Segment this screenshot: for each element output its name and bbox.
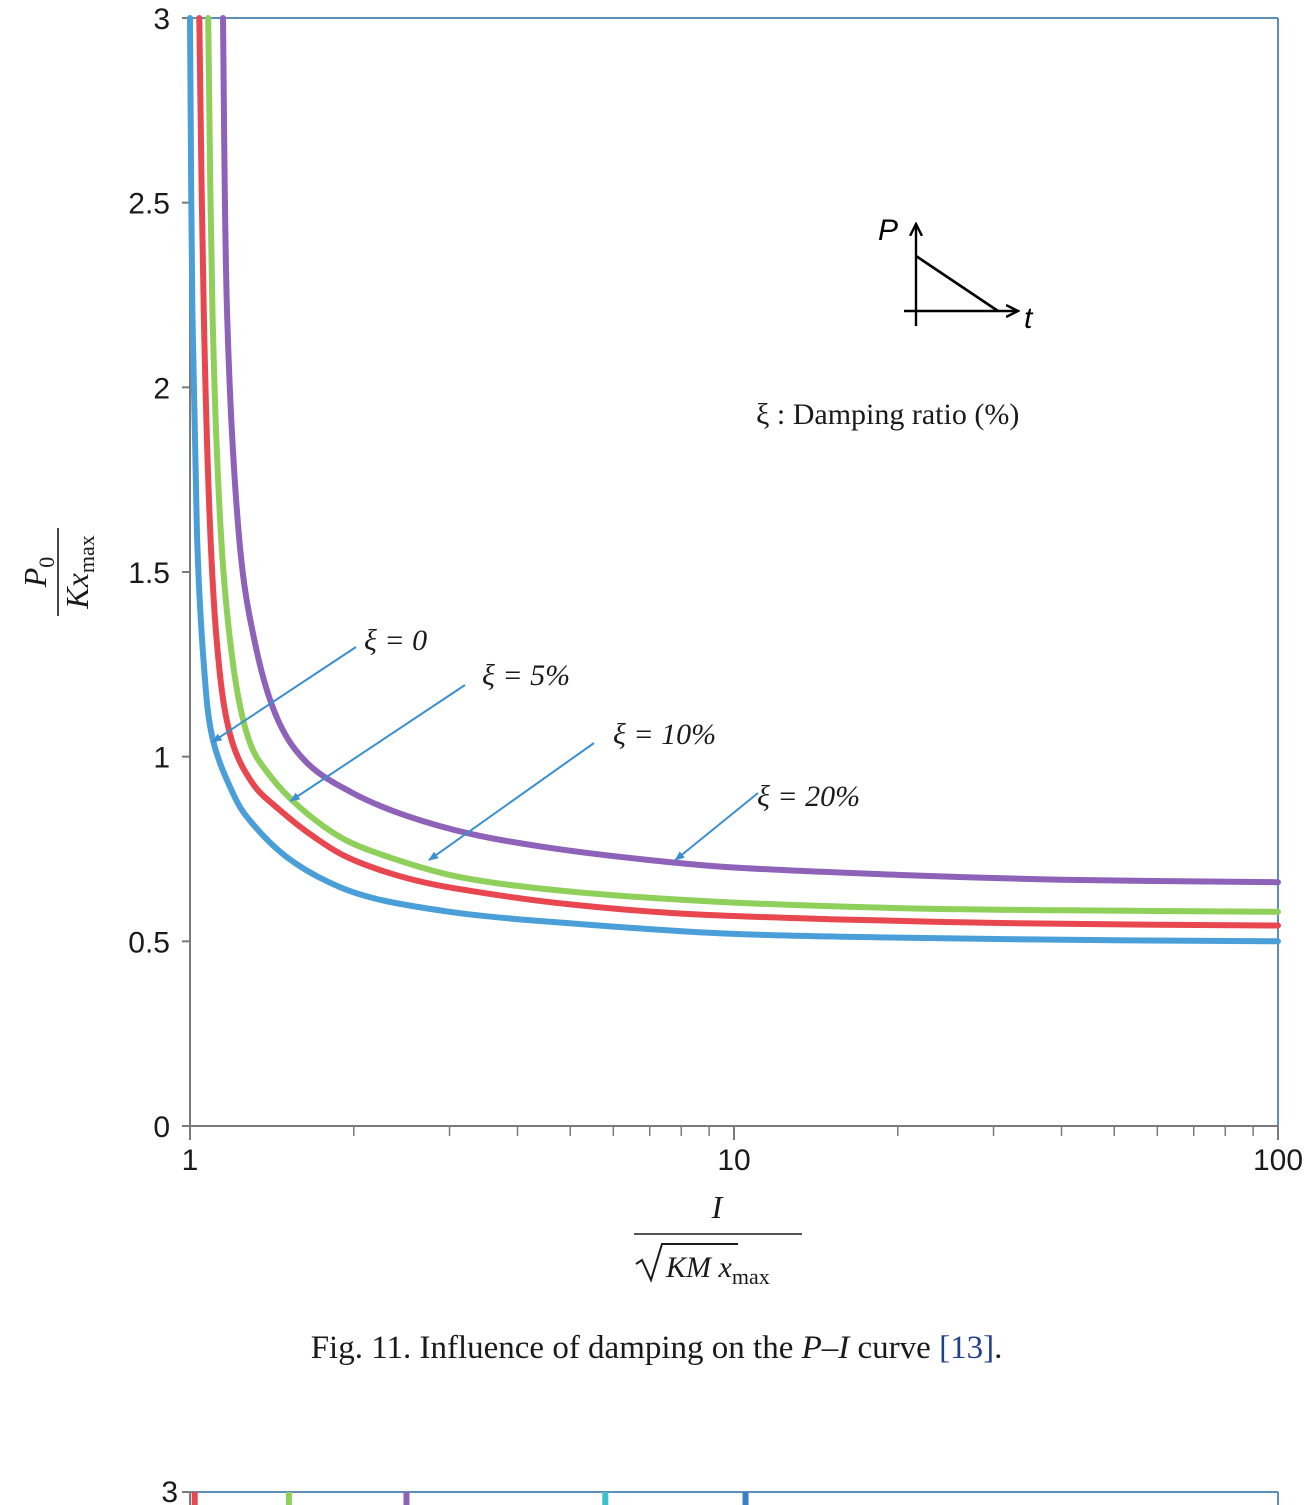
y-tick-label-1: 0.5 — [128, 926, 170, 959]
data-series — [187, 15, 1281, 945]
triangular-load-inset: P t — [878, 214, 1034, 335]
figure-caption: Fig. 11. Influence of damping on the P–I… — [0, 1330, 1313, 1367]
inset-t-label: t — [1024, 302, 1034, 335]
inset-load-decay — [915, 254, 999, 313]
caption-prefix: Fig. 11. Influence of damping on the — [310, 1330, 802, 1366]
annotation-label-xi5: ξ = 5% — [482, 659, 570, 692]
y-tick-label-6: 3 — [153, 3, 170, 36]
y-tick-label-0: 0 — [153, 1111, 170, 1144]
annotation-arrow-xi5 — [289, 684, 466, 802]
series-line-xi0 — [187, 15, 1281, 945]
x-tick-label-2: 100 — [1253, 1144, 1303, 1177]
y-tick-label-5: 2.5 — [128, 188, 170, 221]
inset-p-label: P — [878, 214, 898, 247]
y-axis-label: P0 Kxmax — [17, 528, 99, 616]
y-label-numerator: P0 — [17, 557, 59, 589]
y-label-denominator: Kxmax — [59, 535, 99, 609]
caption-reference-link[interactable]: [13] — [939, 1330, 995, 1366]
series-line-xi20 — [220, 15, 1281, 886]
annotations: ξ = 0 ξ = 5% ξ = 10% ξ = 20% — [211, 624, 860, 861]
annotation-label-xi0: ξ = 0 — [364, 624, 427, 657]
y-axis-ticks: 0 0.5 1 1.5 2 2.5 3 — [128, 3, 190, 1144]
series-line-xi10 — [205, 15, 1281, 915]
caption-italic: P–I — [801, 1330, 850, 1366]
damping-ratio-note: ξ : Damping ratio (%) — [756, 398, 1019, 431]
annotation-label-xi10: ξ = 10% — [613, 718, 716, 751]
y-tick-label-2: 1 — [153, 742, 170, 775]
caption-end: . — [994, 1330, 1003, 1366]
annotation-label-xi20: ξ = 20% — [757, 780, 860, 813]
y-tick-label-4: 2 — [153, 372, 170, 405]
annotation-arrow-xi0 — [211, 646, 357, 743]
caption-suffix: curve — [849, 1330, 940, 1366]
x-tick-label-1: 10 — [717, 1144, 750, 1177]
x-tick-label-0: 1 — [182, 1144, 199, 1177]
chart2-series — [191, 1492, 749, 1505]
plot-area — [189, 17, 1279, 1127]
second-chart: 3 — [161, 1476, 1279, 1505]
series-line-xi5 — [196, 15, 1281, 929]
annotation-arrow-xi10 — [428, 742, 595, 861]
x-axis-ticks: 1 10 100 — [182, 1126, 1303, 1177]
y-tick-label-3: 1.5 — [128, 557, 170, 590]
chart2-y-tick-label-3: 3 — [161, 1476, 178, 1505]
x-axis-label: I KM xmax — [634, 1189, 802, 1289]
x-label-numerator: I — [711, 1189, 724, 1225]
annotation-arrow-xi20 — [674, 792, 759, 861]
sqrt-symbol — [635, 1243, 738, 1283]
x-label-denominator: KM xmax — [665, 1251, 770, 1289]
